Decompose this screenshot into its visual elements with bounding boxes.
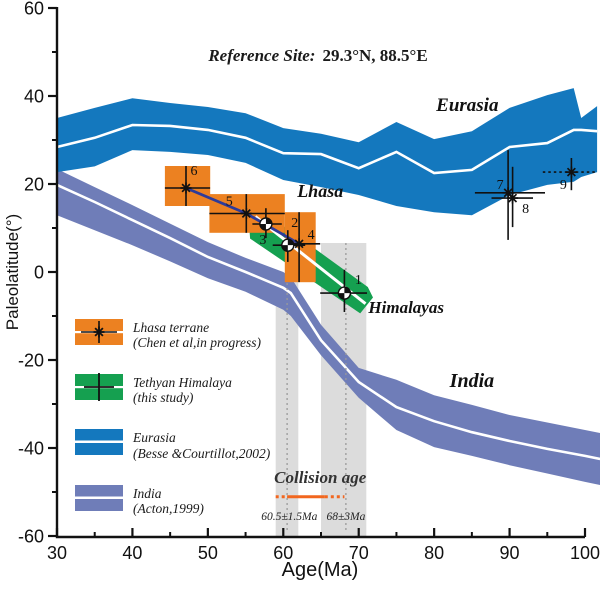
point-label-6: 6 — [191, 164, 198, 179]
title-prefix: Reference Site: — [208, 46, 316, 65]
legend-sublabel: (this study) — [133, 390, 194, 406]
legend-item-tethyan: Tethyan Himalaya (this study) — [74, 373, 304, 405]
legend-sublabel: (Acton,1999) — [133, 500, 204, 516]
point-label-9: 9 — [560, 178, 567, 193]
x-tick-label: 50 — [198, 543, 218, 563]
legend-label: Lhasa terrane — [133, 320, 210, 335]
circle-marker-quadrant — [281, 245, 288, 252]
y-tick-label: 0 — [34, 263, 44, 283]
y-tick-label: -40 — [18, 439, 44, 459]
y-tick-label: 20 — [24, 175, 44, 195]
legend-label: India — [133, 485, 162, 501]
point-label-1: 1 — [355, 273, 362, 288]
collision-age-label: Collision age — [274, 468, 367, 487]
legend: Lhasa terrane (Chen et al,in progress) T… — [74, 318, 304, 539]
legend-label: Tethyan Himalaya — [133, 375, 232, 391]
legend-sublabel: (Chen et al,in progress) — [133, 335, 261, 351]
circle-marker-quadrant — [338, 293, 345, 300]
point-label-4: 4 — [308, 228, 315, 243]
y-tick-label: 40 — [24, 87, 44, 107]
point-label-8: 8 — [522, 202, 529, 217]
point-label-3: 3 — [259, 233, 266, 248]
eurasia-swatch-icon — [75, 429, 123, 456]
y-tick-label: 60 — [24, 0, 44, 19]
eurasia-band — [57, 88, 598, 216]
circle-marker-quadrant — [259, 224, 266, 231]
legend-label: Eurasia — [133, 430, 176, 446]
region-label-lhasa: Lhasa — [296, 181, 343, 201]
region-label-himalayas: Himalayas — [367, 298, 444, 317]
lhasa-swatch-icon — [75, 319, 123, 345]
x-tick-label: 80 — [424, 543, 444, 563]
india-swatch-icon — [75, 484, 123, 511]
y-tick-label: -20 — [18, 351, 44, 371]
legend-text-eurasia: Eurasia (Besse &Courtillot,2002) — [133, 428, 270, 460]
tethyan-swatch-icon — [75, 373, 123, 402]
star-marker-4 — [294, 239, 304, 249]
figure-title: Reference Site: 29.3°N, 88.5°E — [158, 46, 478, 66]
circle-marker-quadrant — [265, 218, 272, 225]
circle-marker-quadrant — [287, 239, 294, 246]
star-marker-5 — [241, 208, 251, 219]
point-label-2: 2 — [291, 216, 298, 231]
region-label-india: India — [449, 370, 494, 392]
star-marker-6 — [181, 183, 191, 193]
x-tick-label: 30 — [47, 543, 67, 563]
region-label-eurasia: Eurasia — [435, 95, 499, 116]
star-marker-8 — [508, 193, 518, 203]
collision-band-label: 68±3Ma — [326, 511, 365, 523]
legend-text-india: India (Acton,1999) — [133, 484, 204, 516]
legend-item-lhasa: Lhasa terrane (Chen et al,in progress) — [74, 318, 304, 350]
point-label-7: 7 — [497, 178, 504, 193]
x-tick-label: 60 — [273, 543, 293, 563]
eurasia-centerline — [56, 123, 598, 175]
legend-sublabel: (Besse &Courtillot,2002) — [133, 445, 271, 461]
legend-text-tethyan: Tethyan Himalaya (this study) — [133, 373, 232, 405]
title-coords: 29.3°N, 88.5°E — [322, 46, 428, 65]
collision-band-label: 60.5±1.5Ma — [261, 511, 317, 523]
y-tick-label: -60 — [18, 527, 44, 547]
x-axis-title: Age(Ma) — [281, 559, 359, 581]
legend-item-eurasia: Eurasia (Besse &Courtillot,2002) — [74, 428, 304, 461]
x-tick-label: 40 — [122, 543, 142, 563]
x-tick-label: 100 — [570, 543, 600, 563]
star-marker-9 — [566, 167, 576, 177]
x-tick-label: 90 — [500, 543, 520, 563]
point-label-5: 5 — [226, 195, 233, 210]
circle-marker-quadrant — [344, 287, 351, 294]
legend-item-india: India (Acton,1999) — [74, 484, 304, 516]
legend-text-lhasa: Lhasa terrane (Chen et al,in progress) — [133, 318, 261, 350]
y-axis-title: Paleolatitude(°) — [3, 213, 22, 331]
india-centerline — [56, 183, 600, 461]
x-tick-label: 70 — [349, 543, 369, 563]
